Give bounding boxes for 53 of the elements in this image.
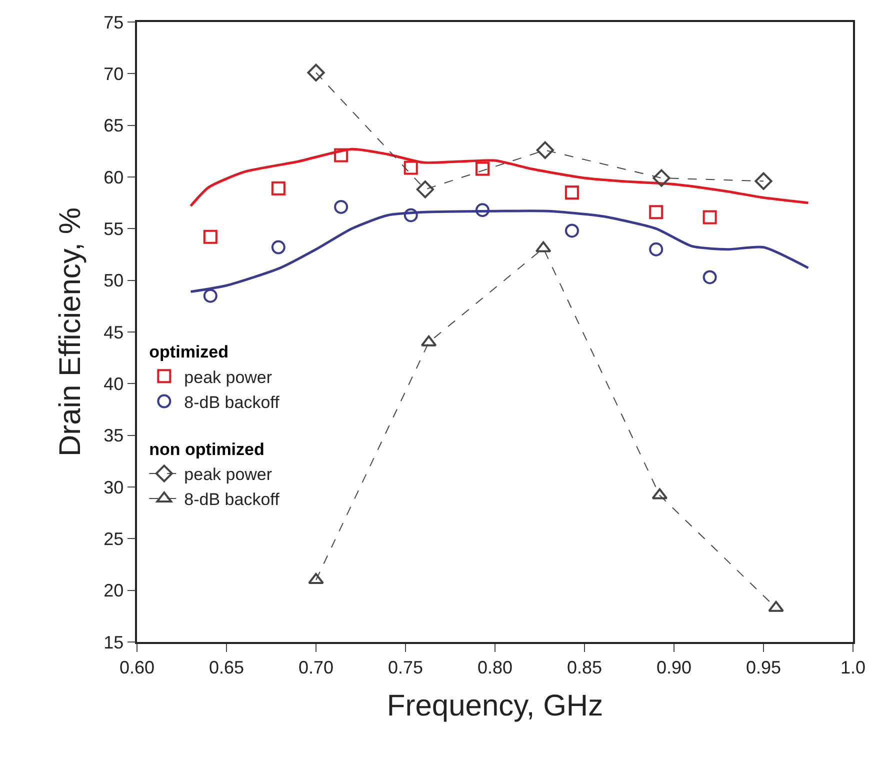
x-tick-label: 0.95: [746, 657, 782, 678]
point: [475, 162, 490, 176]
legend-label: 8-dB backoff: [184, 392, 280, 412]
point: [702, 210, 717, 224]
point: [754, 172, 772, 190]
y-tick-label: 40: [104, 374, 124, 394]
x-tick-label: 0.80: [477, 657, 513, 678]
point: [649, 205, 664, 220]
point: [404, 208, 418, 222]
x-tick-label: 0.65: [208, 657, 244, 678]
x-tick-label: 0.70: [298, 657, 334, 678]
point: [307, 64, 325, 82]
x-tick-label: 1.0: [840, 657, 866, 678]
y-tick-label: 20: [104, 580, 124, 601]
y-tick-label: 60: [104, 167, 124, 188]
point: [702, 270, 717, 284]
point: [271, 181, 286, 196]
line-series: [189, 148, 810, 208]
point: [404, 160, 418, 175]
annotation: non optimized: [149, 440, 264, 459]
point: [652, 169, 670, 187]
point: [271, 240, 286, 254]
annotation: optimized: [149, 342, 229, 362]
y-axis-title: Drain Efficiency, %: [54, 208, 88, 456]
x-axis-title: Frequency, GHz: [386, 689, 604, 722]
point: [649, 242, 664, 256]
point: [334, 200, 348, 214]
y-tick-label: 55: [104, 218, 124, 239]
point: [475, 203, 490, 218]
point: [334, 148, 348, 162]
point: [416, 180, 434, 198]
legend-label: 8-dB backoff: [184, 490, 280, 510]
point: [564, 186, 579, 200]
y-tick-label: 70: [104, 64, 124, 84]
y-tick-label: 15: [104, 632, 124, 652]
y-tick-label: 35: [104, 426, 124, 446]
legend-label: peak power: [184, 368, 272, 387]
x-tick-label: 0.85: [566, 657, 602, 678]
y-tick-label: 30: [104, 477, 124, 498]
point: [203, 288, 218, 303]
y-tick-label: 75: [104, 12, 124, 32]
point: [536, 141, 554, 159]
y-tick-label: 45: [104, 322, 124, 342]
y-tick-label: 50: [104, 270, 124, 291]
point: [768, 600, 784, 612]
y-tick-label: 65: [104, 116, 124, 136]
point: [203, 230, 218, 244]
x-tick-label: 0.60: [119, 657, 155, 678]
x-tick-label: 0.90: [656, 657, 692, 678]
x-tick-label: 0.75: [388, 657, 424, 678]
y-tick-label: 25: [104, 528, 124, 549]
point: [564, 224, 579, 238]
legend-label: peak power: [184, 465, 272, 484]
